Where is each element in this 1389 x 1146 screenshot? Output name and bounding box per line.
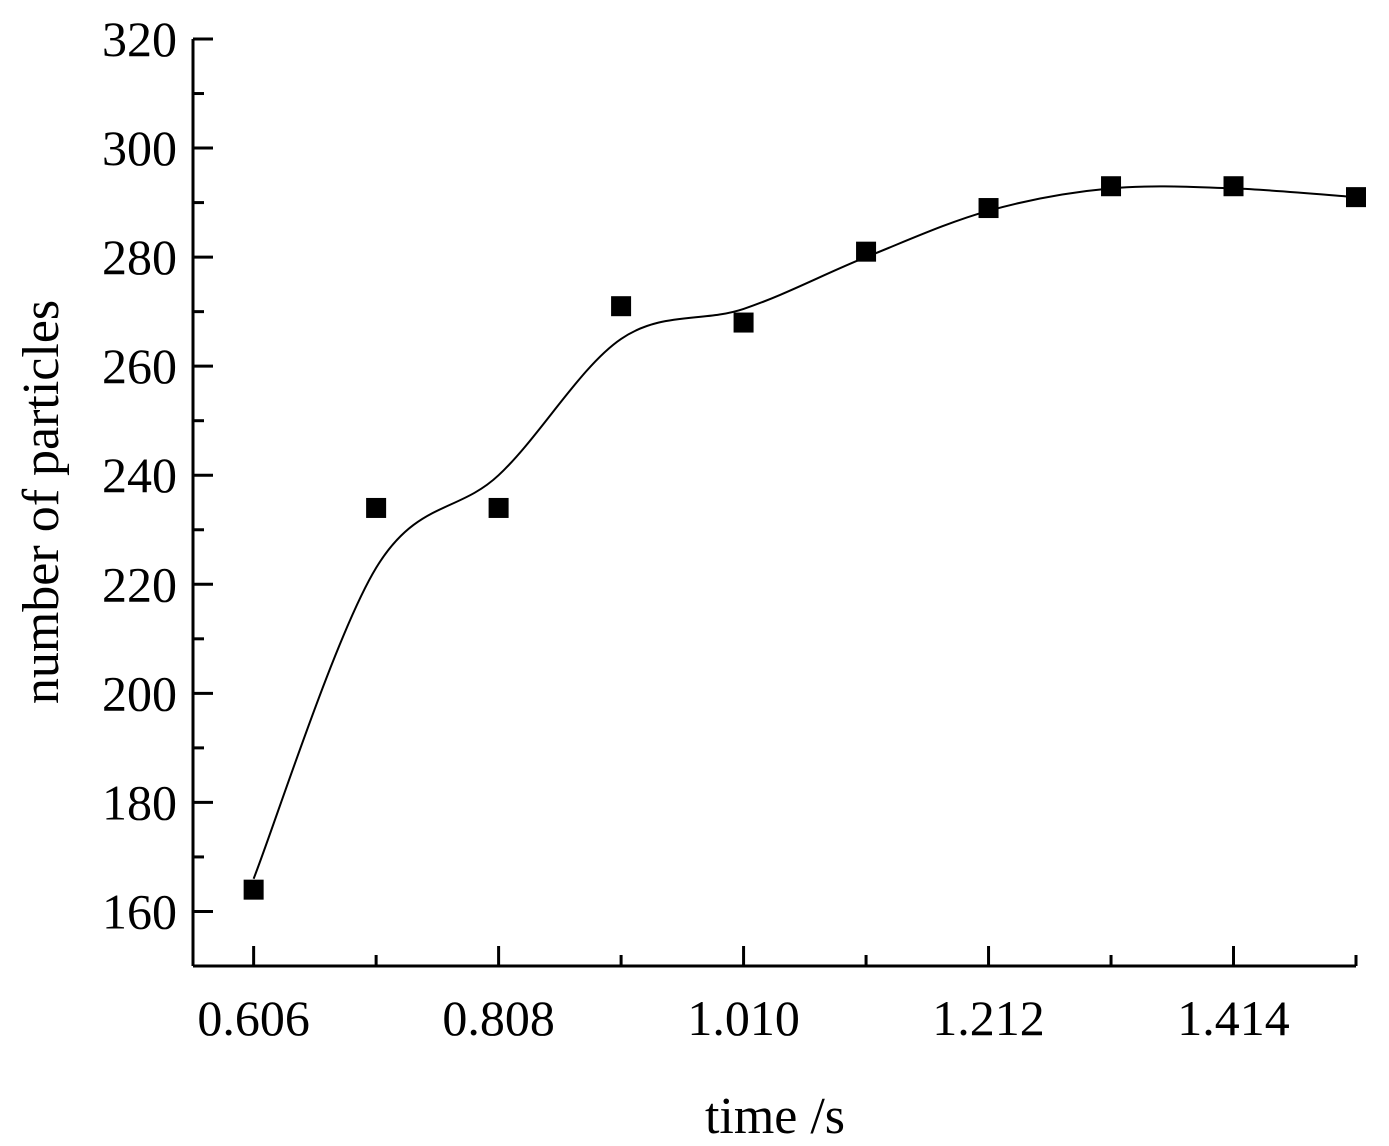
data-point [1346, 187, 1366, 208]
x-tick-label: 1.010 [687, 990, 800, 1046]
x-tick-label: 1.414 [1177, 990, 1290, 1046]
data-point [611, 296, 632, 317]
y-tick-label: 200 [102, 665, 177, 721]
y-tick-label: 260 [102, 338, 177, 394]
x-tick-label: 0.808 [442, 990, 555, 1046]
data-point [488, 497, 509, 518]
data-point [366, 497, 387, 518]
x-ticks: 0.606 0.808 1.010 1.212 1.414 [197, 946, 1358, 1046]
data-point [1223, 176, 1244, 197]
data-points [243, 176, 1366, 900]
data-point [978, 198, 999, 219]
y-tick-label: 220 [102, 556, 177, 612]
x-tick-label: 0.606 [197, 990, 310, 1046]
fit-curve-layer [252, 185, 1357, 880]
x-axis-title: time /s [705, 1088, 845, 1145]
y-tick-label: 320 [102, 11, 177, 67]
y-tick-label: 160 [102, 883, 177, 939]
x-tick-label: 1.212 [932, 990, 1045, 1046]
data-point [1101, 176, 1122, 197]
y-tick-label: 300 [102, 120, 177, 176]
data-point [856, 241, 877, 262]
y-tick-label: 240 [102, 447, 177, 503]
y-tick-label: 180 [102, 774, 177, 830]
data-point [243, 879, 264, 900]
y-ticks: 160 180 200 220 240 260 280 300 320 [102, 11, 213, 968]
axes [191, 39, 1356, 968]
data-point [733, 312, 754, 333]
y-tick-label: 280 [102, 229, 177, 285]
fit-curve [252, 185, 1357, 880]
y-axis-title: number of particles [13, 300, 70, 704]
